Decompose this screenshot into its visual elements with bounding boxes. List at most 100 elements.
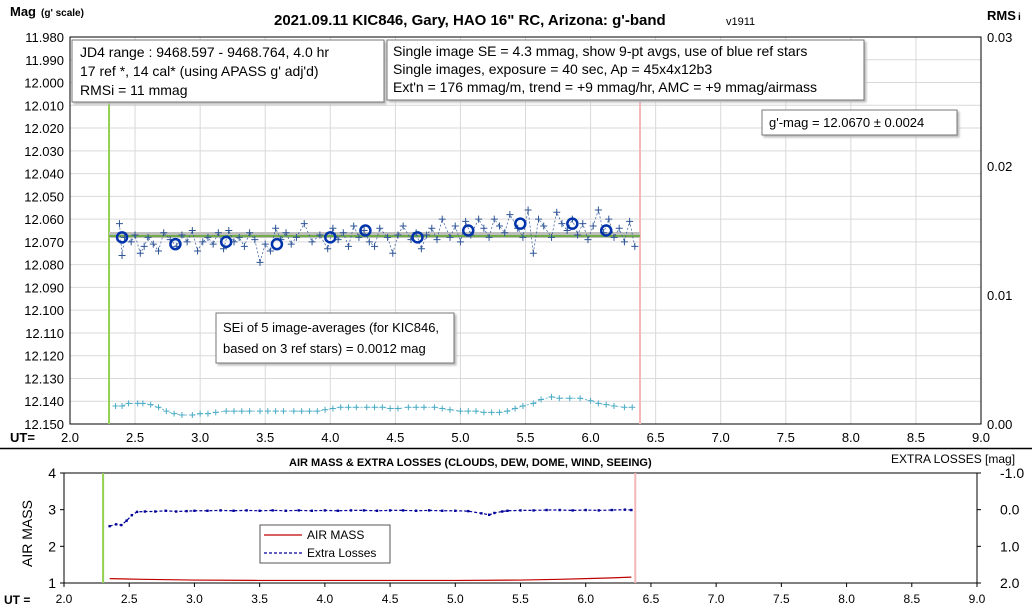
top-y-tick-labels: 11.980 11.990 12.000 12.010 12.020 12.030 12.0…	[24, 30, 64, 432]
mean-band	[109, 232, 641, 239]
rms-point	[230, 408, 237, 415]
rms-point	[280, 408, 287, 415]
extra-losses-point	[454, 509, 457, 512]
annotation-jd-range: JD4 range : 9468.597 - 9468.764, 4.0 hr …	[71, 39, 385, 103]
rms-point	[272, 408, 279, 415]
avg-point	[411, 231, 424, 244]
bottom-legend: AIR MASS Extra Losses	[259, 524, 391, 564]
top-x-tick-label: 3.0	[191, 430, 209, 445]
top-x-tick-label: 2.0	[61, 430, 79, 445]
top-y-tick-label: 12.040	[24, 167, 64, 182]
single-image-point	[214, 229, 222, 237]
bottom-y2-axis-label: EXTRA LOSSES [mag]	[891, 452, 1015, 466]
rms-point	[566, 395, 573, 402]
rms-point	[621, 404, 628, 411]
single-image-point	[292, 233, 300, 241]
extra-losses-point	[185, 509, 188, 513]
rms-point	[322, 406, 329, 413]
extra-losses-point	[349, 509, 353, 512]
top-y-tick-label: 12.110	[25, 326, 64, 341]
single-image-point	[266, 247, 274, 255]
bottom-series	[108, 508, 633, 582]
rms-point	[212, 409, 219, 416]
single-image-point	[446, 233, 454, 241]
single-image-point	[194, 247, 202, 255]
top-y-tick-label: 12.080	[24, 258, 64, 273]
single-image-point	[423, 231, 431, 239]
bottom-x-tick-labels: 2.0 2.5 3.0 3.5 4.0 4.5 5.0 5.5 6.0 6.5 7.0 7.5 8.0 8…	[56, 592, 986, 606]
single-image-point	[548, 233, 556, 241]
single-image-point	[615, 224, 623, 232]
y-axis-sublabel: (g' scale)	[41, 8, 84, 19]
rms-point	[353, 404, 360, 411]
bottom-x-tick-label: 2.0	[56, 592, 73, 606]
rms-point	[457, 408, 464, 415]
single-image-point	[204, 233, 212, 241]
chart-version: v1911	[726, 16, 755, 28]
bottom-y-axis-label: AIR MASS	[19, 500, 35, 567]
single-image-point	[417, 245, 425, 253]
single-image-point	[626, 217, 634, 225]
bottom-x-tick-label: 9.0	[969, 592, 986, 606]
y-axis-label: Mag	[10, 4, 36, 19]
rms-point	[329, 405, 336, 412]
single-image-point	[584, 236, 592, 244]
rms-point	[134, 400, 141, 407]
extra-losses-point	[120, 523, 123, 527]
single-image-point	[579, 220, 587, 228]
top-y2-tick-label: 0.00	[987, 417, 1012, 432]
single-image-point	[428, 224, 436, 232]
annotation-image-info: Single image SE = 4.3 mmag, show 9-pt av…	[386, 39, 865, 101]
rms-line	[115, 396, 633, 416]
rms-point	[439, 405, 446, 412]
bottom-x-tick-label: 5.0	[447, 592, 464, 606]
rms-point	[197, 410, 204, 417]
single-image-point	[610, 233, 618, 241]
single-image-point	[399, 222, 407, 230]
single-image-point	[235, 233, 243, 241]
rms-point	[337, 404, 344, 411]
extra-losses-point	[480, 512, 483, 515]
extra-losses-point	[558, 508, 561, 512]
single-image-point	[605, 215, 613, 223]
avg-point	[270, 237, 284, 251]
top-y-tick-label: 12.100	[24, 303, 64, 318]
top-x-tick-label: 7.0	[712, 430, 730, 445]
rms-point	[504, 408, 511, 415]
single-image-point	[451, 222, 459, 230]
single-image-point	[183, 238, 191, 246]
avg-point	[514, 217, 527, 230]
extra-losses-point	[506, 509, 509, 512]
rms-point	[119, 402, 126, 409]
rms-point	[223, 408, 230, 415]
extra-losses-point	[375, 509, 379, 512]
single-image-point	[365, 238, 373, 246]
top-y-tick-label: 12.140	[24, 394, 64, 409]
extra-losses-point	[154, 510, 157, 513]
single-image-point	[316, 231, 324, 239]
rms-point	[519, 402, 526, 409]
bottom-grid	[60, 472, 981, 587]
extra-losses-point	[258, 509, 261, 512]
single-image-point	[631, 242, 639, 250]
rms-point	[530, 400, 537, 407]
extra-losses-point	[206, 509, 209, 512]
rms-point	[447, 406, 454, 413]
bottom-x-tick-label: 7.0	[708, 592, 725, 606]
single-image-point	[438, 215, 446, 223]
single-image-point	[324, 245, 332, 253]
top-y-tick-label: 12.120	[24, 349, 64, 364]
rms-point	[371, 404, 378, 411]
bottom-x-axis-label: UT =	[4, 593, 30, 607]
single-image-point	[490, 215, 498, 223]
extra-losses-point	[428, 509, 431, 512]
top-y-tick-label: 12.090	[24, 280, 64, 295]
top-y-tick-label: 11.980	[25, 30, 64, 45]
extra-losses-point	[164, 509, 167, 512]
bottom-x-tick-label: 3.0	[186, 592, 203, 606]
extra-losses-point	[135, 510, 139, 514]
extra-losses-point	[487, 513, 491, 516]
single-image-point	[329, 224, 337, 232]
avg-point	[115, 231, 129, 244]
